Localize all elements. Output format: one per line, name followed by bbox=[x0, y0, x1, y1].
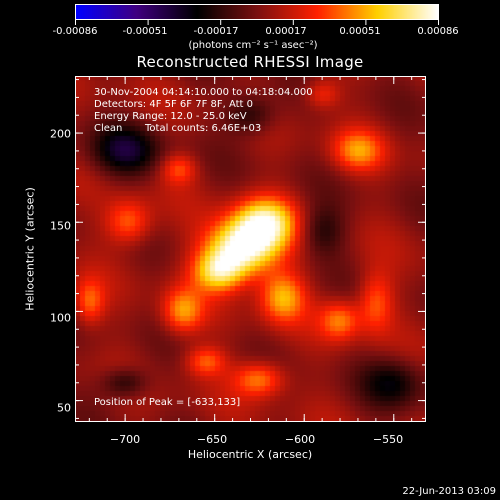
chart-title: Reconstructed RHESSI Image bbox=[136, 53, 364, 71]
colorbar-tick-label: 0.00017 bbox=[265, 26, 307, 37]
colorbar-tick-label: -0.00017 bbox=[193, 26, 239, 37]
colorbar-tick-marks bbox=[75, 20, 439, 25]
colorbar-tick-label: -0.00051 bbox=[122, 26, 168, 37]
heatmap-image bbox=[75, 76, 426, 422]
x-tick-label: −650 bbox=[196, 433, 228, 446]
colorbar-tick-label: 0.00086 bbox=[417, 26, 459, 37]
colorbar bbox=[75, 4, 439, 20]
annotation-total-counts: Total counts: 6.46E+03 bbox=[145, 123, 262, 134]
y-tick-label: 100 bbox=[50, 311, 71, 325]
colorbar-units: (photons cm⁻² s⁻¹ asec⁻²) bbox=[188, 40, 318, 51]
date-stamp: 22-Jun-2013 03:09 bbox=[402, 486, 496, 497]
colorbar-tick-label: 0.00051 bbox=[339, 26, 381, 37]
annotation-peak-position: Position of Peak = [-633,133] bbox=[94, 397, 241, 408]
colorbar-tick-label: -0.00086 bbox=[52, 26, 98, 37]
annotation-detectors: Detectors: 4F 5F 6F 7F 8F, Att 0 bbox=[94, 99, 254, 110]
x-tick-label: −550 bbox=[372, 433, 404, 446]
x-tick-label: −700 bbox=[109, 433, 141, 446]
y-tick-label: 50 bbox=[57, 401, 71, 415]
x-tick-label: −600 bbox=[284, 433, 316, 446]
x-axis-label: Heliocentric X (arcsec) bbox=[187, 448, 313, 461]
y-tick-label: 150 bbox=[50, 219, 71, 233]
y-tick-label: 200 bbox=[50, 127, 71, 141]
annotation-energy-range: Energy Range: 12.0 - 25.0 keV bbox=[94, 111, 247, 122]
annotation-clean: Clean bbox=[94, 123, 123, 134]
annotation-time-range: 30-Nov-2004 04:14:10.000 to 04:18:04.000 bbox=[94, 87, 313, 98]
y-axis-label: Heliocentric Y (arcsec) bbox=[23, 187, 37, 311]
